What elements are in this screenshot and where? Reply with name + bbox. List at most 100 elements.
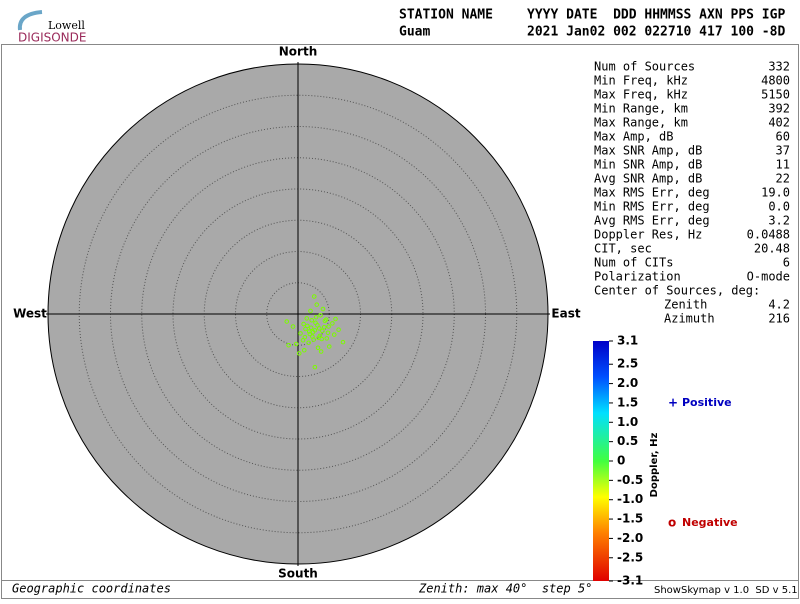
stat-label: Doppler Res, Hz — [594, 228, 702, 242]
source-point — [313, 320, 318, 326]
source-point — [325, 330, 331, 336]
stat-value: 0.0 — [768, 200, 790, 214]
header-label: STATION NAME — [399, 8, 493, 23]
stat-label: Max Amp, dB — [594, 130, 673, 144]
colorbar-tick-label: 0 — [617, 454, 625, 468]
direction-label: West — [13, 307, 47, 321]
source-point — [320, 306, 326, 312]
stat-value: O-mode — [747, 270, 790, 284]
stat-label: Min SNR Amp, dB — [594, 158, 702, 172]
stat-value: 37 — [776, 144, 790, 158]
stat-value: 6 — [783, 256, 790, 270]
stat-label: Max Freq, kHz — [594, 88, 688, 102]
direction-label: South — [278, 567, 318, 581]
source-point — [305, 323, 310, 329]
negative-label: Negative — [682, 516, 738, 529]
source-point — [302, 334, 308, 340]
source-point — [308, 308, 313, 314]
stat-label: Max RMS Err, deg — [594, 186, 710, 200]
stat-value: 22 — [776, 172, 790, 186]
source-point — [298, 331, 303, 336]
stat-value: 11 — [776, 158, 790, 172]
stat-value: 402 — [768, 116, 790, 130]
stat-label: Min RMS Err, deg — [594, 200, 710, 214]
stat-value: 332 — [768, 60, 790, 74]
source-point — [331, 332, 337, 337]
source-point — [286, 342, 291, 348]
stat-value: 392 — [768, 102, 790, 116]
stat-label: Min Range, km — [594, 102, 688, 116]
direction-label: East — [551, 307, 580, 321]
source-point — [301, 321, 306, 327]
source-point — [318, 312, 323, 318]
colorbar-tick-label: -3.1 — [617, 574, 643, 588]
source-point — [326, 344, 332, 349]
frame — [1, 44, 799, 599]
source-point — [306, 340, 311, 346]
stat-label: Min Freq, kHz — [594, 74, 688, 88]
stat-label: Center of Sources, deg: — [594, 284, 760, 298]
source-point — [316, 335, 321, 341]
source-point — [326, 324, 331, 329]
source-point — [284, 319, 290, 324]
colorbar — [593, 341, 609, 581]
colorbar-tick-label: -1.5 — [617, 512, 643, 526]
source-point — [324, 336, 330, 341]
positive-symbol: + — [668, 396, 678, 410]
stat-label: Avg RMS Err, deg — [594, 214, 710, 228]
colorbar-tick-label: 2.0 — [617, 376, 638, 390]
stat-value: 19.0 — [761, 186, 790, 200]
source-point — [336, 327, 341, 332]
colorbar-tick-label: -0.5 — [617, 473, 643, 487]
stat-label: Max Range, km — [594, 116, 688, 130]
logo-top: Lowell — [48, 19, 85, 32]
stat-value: 20.48 — [754, 242, 790, 256]
colorbar-label: Doppler, Hz — [649, 433, 660, 498]
source-point — [320, 328, 325, 334]
footer-right: ShowSkymap v 1.0 SD v 5.1 — [654, 585, 798, 596]
colorbar-tick-label: -1.0 — [617, 492, 643, 506]
stat-value: 216 — [768, 312, 790, 326]
negative-symbol: o — [668, 516, 676, 530]
source-point — [311, 294, 317, 299]
source-point — [308, 325, 314, 331]
stat-value: 5150 — [761, 88, 790, 102]
colorbar-tick-label: 2.5 — [617, 357, 638, 371]
stat-label: Zenith — [664, 298, 707, 312]
source-point — [333, 316, 338, 322]
stat-label: Max SNR Amp, dB — [594, 144, 702, 158]
source-point — [322, 318, 328, 324]
stat-label: CIT, sec — [594, 242, 652, 256]
footer-middle: Zenith: max 40° step 5° — [418, 582, 592, 596]
source-point — [340, 339, 346, 345]
footer-left: Geographic coordinates — [12, 582, 171, 596]
source-point — [313, 314, 319, 320]
stat-value: 0.0488 — [747, 228, 790, 242]
source-point — [301, 347, 307, 353]
source-point — [311, 337, 316, 342]
colorbar-tick-label: -2.5 — [617, 550, 643, 564]
stat-value: 60 — [776, 130, 790, 144]
source-point — [312, 364, 318, 370]
stat-value: 4.2 — [768, 298, 790, 312]
colorbar-tick-label: 1.5 — [617, 395, 638, 409]
source-point — [309, 317, 315, 323]
header-value: Guam — [399, 25, 430, 40]
logo-bottom: DIGISONDE — [18, 31, 86, 45]
source-point — [330, 321, 335, 326]
header-value: 2021 Jan02 002 022710 417 100 -8D — [527, 25, 785, 40]
colorbar-tick-label: -2.0 — [617, 531, 643, 545]
source-point — [321, 324, 327, 330]
stat-label: Azimuth — [664, 312, 715, 326]
stat-label: Num of CITs — [594, 256, 673, 270]
stat-value: 3.2 — [768, 214, 790, 228]
stat-label: Avg SNR Amp, dB — [594, 172, 702, 186]
source-point — [314, 302, 320, 307]
source-point — [315, 345, 321, 351]
source-point — [318, 349, 324, 354]
direction-label: North — [279, 45, 317, 59]
source-point — [316, 326, 322, 331]
source-point — [296, 351, 302, 356]
